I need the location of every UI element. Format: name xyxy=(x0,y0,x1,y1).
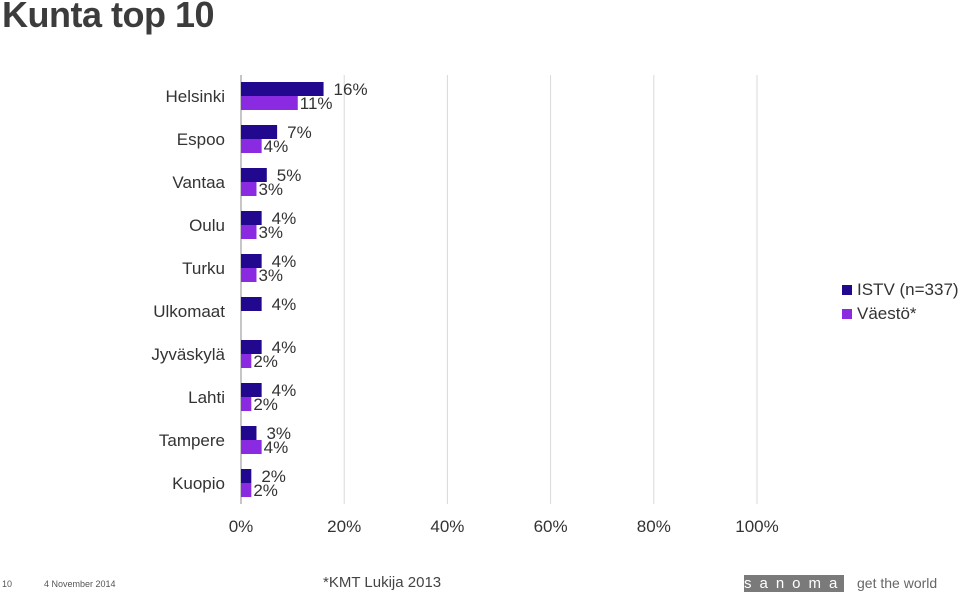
footer-source: *KMT Lukija 2013 xyxy=(323,574,442,591)
x-tick-label: 60% xyxy=(534,517,568,536)
bar-istv xyxy=(241,426,257,440)
data-label: 2% xyxy=(261,467,286,486)
category-label: Espoo xyxy=(177,130,225,149)
bar-vaesto xyxy=(241,483,252,497)
category-label: Ulkomaat xyxy=(153,302,225,321)
x-tick-label: 40% xyxy=(430,517,464,536)
sanoma-logo: sanoma xyxy=(744,575,844,592)
data-label: 2% xyxy=(253,352,278,371)
data-label: 3% xyxy=(266,424,291,443)
bar-vaesto xyxy=(241,268,257,282)
bar-chart: 0% 20% 40% 60% 80% 100%Helsinki 16%11%Espoo 7%4… xyxy=(151,75,779,536)
page-number: 10 xyxy=(2,579,13,589)
data-label: 4% xyxy=(264,137,289,156)
x-tick-label: 100% xyxy=(735,517,778,536)
category-label: Jyväskylä xyxy=(151,345,225,364)
bar-istv xyxy=(241,82,324,96)
data-label: 11% xyxy=(300,94,333,113)
data-label: 2% xyxy=(253,481,278,500)
category-label: Lahti xyxy=(188,388,225,407)
legend-swatch-istv xyxy=(842,285,852,295)
legend-item-vaesto: Väestö* xyxy=(842,302,959,326)
bar-istv xyxy=(241,340,262,354)
bar-istv xyxy=(241,125,278,139)
data-label: 3% xyxy=(258,180,283,199)
footer-date: 4 November 2014 xyxy=(44,579,116,589)
chart-legend: ISTV (n=337) Väestö* xyxy=(842,278,959,326)
bar-vaesto xyxy=(241,354,252,368)
bar-vaesto xyxy=(241,139,262,153)
bar-vaesto xyxy=(241,440,262,454)
x-tick-label: 20% xyxy=(327,517,361,536)
data-label: 4% xyxy=(264,438,289,457)
data-label: 4% xyxy=(272,252,297,271)
tagline: get the world xyxy=(857,575,938,591)
data-label: 16% xyxy=(334,80,368,99)
data-label: 3% xyxy=(258,266,283,285)
category-label: Vantaa xyxy=(172,173,225,192)
category-label: Turku xyxy=(182,259,225,278)
category-label: Kuopio xyxy=(172,474,225,493)
data-label: 4% xyxy=(272,209,297,228)
category-label: Helsinki xyxy=(165,87,225,106)
x-tick-label: 0% xyxy=(229,517,254,536)
data-label: 4% xyxy=(272,338,297,357)
data-label: 3% xyxy=(258,223,283,242)
data-label: 7% xyxy=(287,123,312,142)
bar-istv xyxy=(241,211,262,225)
category-label: Tampere xyxy=(159,431,225,450)
bar-istv xyxy=(241,254,262,268)
category-label: Oulu xyxy=(189,216,225,235)
data-label: 4% xyxy=(272,381,297,400)
data-label: 4% xyxy=(272,295,297,314)
bar-vaesto xyxy=(241,225,257,239)
legend-label-vaesto: Väestö* xyxy=(857,304,917,323)
bar-istv xyxy=(241,383,262,397)
bar-istv xyxy=(241,168,267,182)
data-label: 2% xyxy=(253,395,278,414)
legend-label-istv: ISTV (n=337) xyxy=(857,280,959,299)
legend-item-istv: ISTV (n=337) xyxy=(842,278,959,302)
bar-istv xyxy=(241,297,262,311)
bar-vaesto xyxy=(241,182,257,196)
legend-swatch-vaesto xyxy=(842,309,852,319)
data-label: 5% xyxy=(277,166,302,185)
bar-vaesto xyxy=(241,397,252,411)
slide-title: Kunta top 10 xyxy=(2,0,215,35)
x-tick-label: 80% xyxy=(637,517,671,536)
bar-vaesto xyxy=(241,96,298,110)
bar-istv xyxy=(241,469,252,483)
